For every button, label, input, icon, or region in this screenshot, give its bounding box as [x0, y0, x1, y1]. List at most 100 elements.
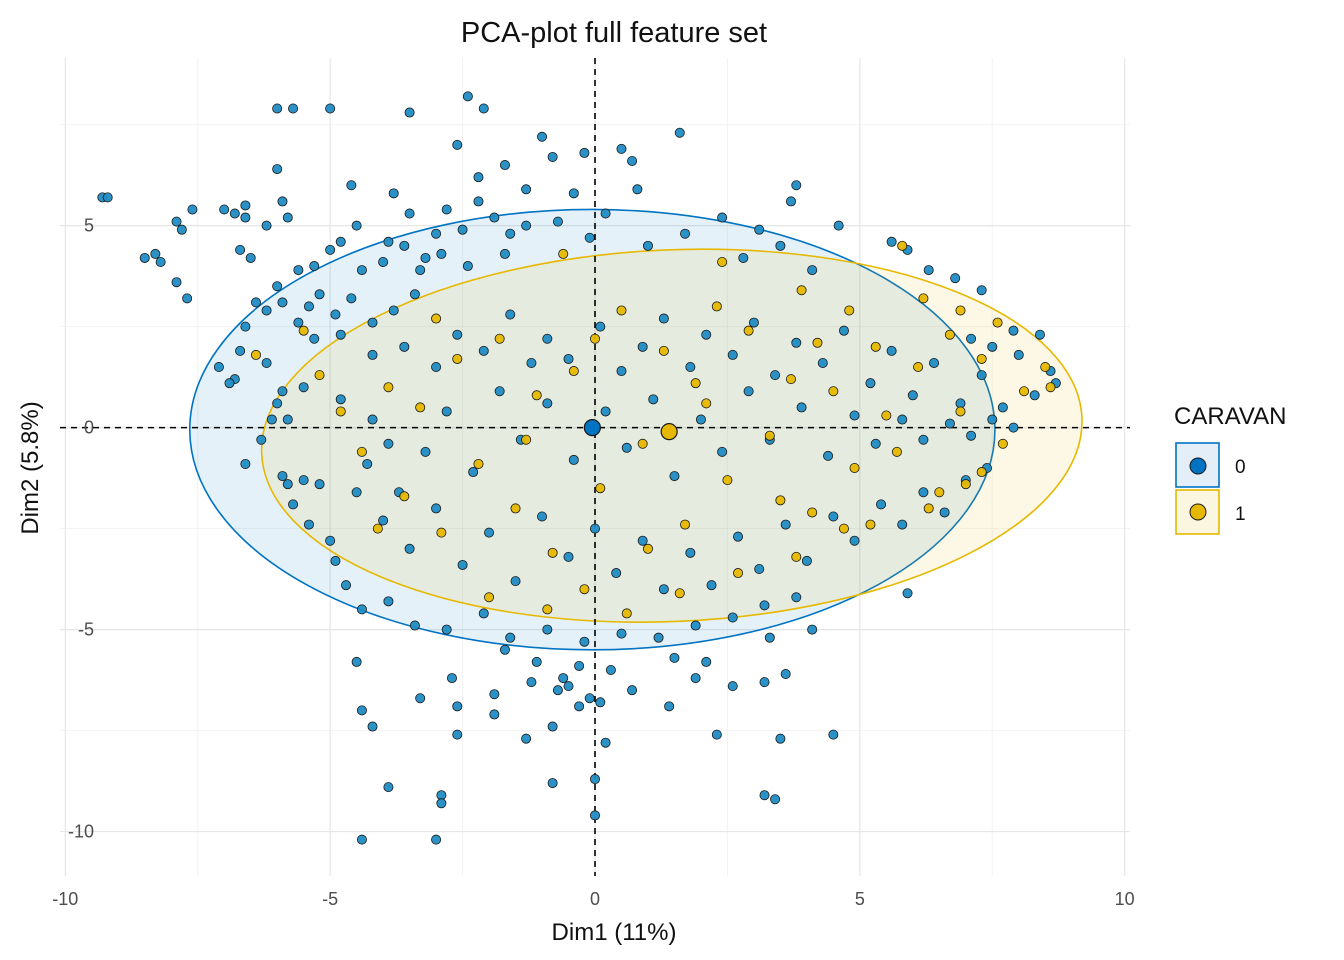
data-point-0 [484, 527, 495, 538]
data-point-0 [849, 410, 860, 421]
data-point-1 [711, 301, 722, 312]
data-point-0 [563, 681, 574, 692]
data-point-0 [637, 535, 648, 546]
data-point-0 [944, 418, 955, 429]
data-point-0 [213, 362, 224, 373]
data-point-0 [563, 353, 574, 364]
data-point-0 [1013, 349, 1024, 360]
legend-key-0 [1175, 442, 1220, 488]
data-point-1 [510, 503, 521, 514]
data-point-1 [807, 507, 818, 518]
data-point-0 [229, 208, 240, 219]
data-point-1 [431, 313, 442, 324]
data-point-0 [950, 273, 961, 284]
data-point-0 [600, 406, 611, 417]
data-point-1 [436, 527, 447, 538]
data-point-0 [277, 471, 288, 482]
data-point-0 [552, 685, 563, 696]
data-point-0 [335, 236, 346, 247]
data-point-0 [415, 265, 426, 276]
data-point-0 [595, 697, 606, 708]
data-point-0 [288, 103, 299, 114]
data-point-0 [383, 596, 394, 607]
data-point-0 [277, 196, 288, 207]
data-point-0 [272, 398, 283, 409]
data-point-0 [579, 147, 590, 158]
legend-label-0: 0 [1235, 457, 1246, 478]
data-point-0 [621, 442, 632, 453]
data-point-0 [499, 644, 510, 655]
data-point-1 [484, 592, 495, 603]
data-point-0 [997, 402, 1008, 413]
data-point-1 [849, 463, 860, 474]
data-point-0 [404, 543, 415, 554]
data-point-1 [791, 551, 802, 562]
data-point-0 [303, 519, 314, 530]
data-point-0 [823, 450, 834, 461]
data-point-0 [277, 386, 288, 397]
data-point-0 [367, 349, 378, 360]
data-point-0 [367, 414, 378, 425]
data-point-0 [870, 438, 881, 449]
data-point-0 [552, 216, 563, 227]
data-point-0 [240, 458, 251, 469]
data-point-0 [828, 729, 839, 740]
data-point-1 [314, 370, 325, 381]
data-point-0 [616, 628, 627, 639]
data-point-1 [372, 523, 383, 534]
data-point-1 [415, 402, 426, 413]
x-axis-title: Dim1 (11%) [552, 919, 677, 946]
data-point-0 [330, 309, 341, 320]
data-point-0 [441, 406, 452, 417]
data-point-0 [658, 584, 669, 595]
data-point-0 [616, 366, 627, 377]
data-point-0 [457, 224, 468, 235]
data-point-0 [547, 778, 558, 789]
data-point-0 [452, 329, 463, 340]
data-point-0 [499, 248, 510, 259]
data-point-0 [690, 673, 701, 684]
data-point-0 [695, 414, 706, 425]
data-point-0 [865, 378, 876, 389]
data-point-0 [923, 265, 934, 276]
data-point-0 [187, 204, 198, 215]
data-point-1 [913, 362, 924, 373]
data-point-1 [722, 475, 733, 486]
data-point-0 [388, 188, 399, 199]
data-point-0 [171, 216, 182, 227]
data-point-0 [775, 733, 786, 744]
data-point-0 [1008, 422, 1019, 433]
data-point-0 [494, 386, 505, 397]
data-point-0 [457, 559, 468, 570]
data-point-0 [987, 414, 998, 425]
data-point-0 [902, 588, 913, 599]
legend-key-1 [1175, 489, 1220, 535]
data-point-0 [489, 689, 500, 700]
data-point-0 [431, 228, 442, 239]
data-point-0 [706, 580, 717, 591]
data-point-1 [891, 446, 902, 457]
y-tick-label: -5 [78, 620, 94, 640]
data-point-1 [976, 353, 987, 364]
data-point-0 [764, 632, 775, 643]
data-point-0 [780, 669, 791, 680]
data-point-0 [431, 503, 442, 514]
data-point-0 [897, 414, 908, 425]
data-point-0 [616, 143, 627, 154]
data-point-0 [356, 604, 367, 615]
data-point-0 [531, 656, 542, 667]
data-point-0 [505, 228, 516, 239]
data-point-0 [966, 430, 977, 441]
data-point-0 [436, 248, 447, 259]
data-point-0 [537, 131, 548, 142]
data-point-0 [690, 620, 701, 631]
data-point-0 [521, 184, 532, 195]
data-point-0 [976, 370, 987, 381]
data-point-0 [669, 652, 680, 663]
data-point-1 [547, 547, 558, 558]
data-point-1 [590, 333, 601, 344]
data-point-0 [462, 91, 473, 102]
data-point-0 [409, 289, 420, 300]
data-point-1 [775, 495, 786, 506]
